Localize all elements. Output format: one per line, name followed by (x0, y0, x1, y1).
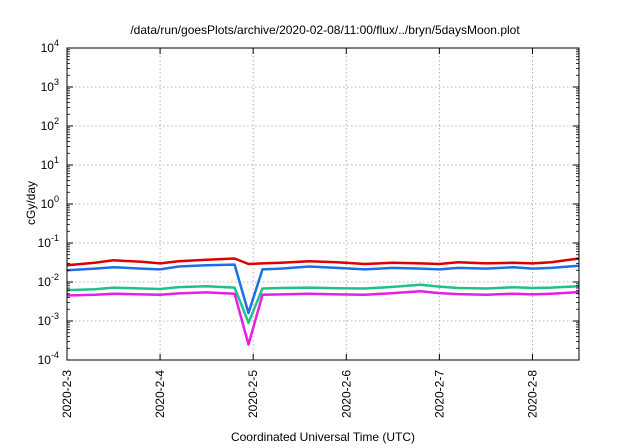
x-tick-label: 2020-2-6 (339, 370, 353, 418)
y-tick-label: 10-4 (38, 350, 59, 367)
y-tick-base: 10 (41, 80, 55, 94)
y-tick-label: 10-1 (38, 233, 59, 250)
y-tick-exponent: 3 (54, 77, 59, 87)
x-tick-label: 2020-2-5 (246, 370, 260, 418)
y-tick-label: 10-3 (38, 311, 59, 328)
series-line-1 (66, 257, 580, 267)
x-tick-label: 2020-2-8 (525, 370, 539, 418)
y-tick-exponent: -1 (51, 233, 59, 243)
y-axis-label: cGy/day (24, 181, 38, 225)
y-tick-exponent: -4 (51, 350, 59, 360)
y-tick-exponent: 4 (54, 38, 59, 48)
series-group (66, 257, 580, 346)
x-tick-label: 2020-2-7 (432, 370, 446, 418)
y-tick-base: 10 (41, 119, 55, 133)
y-tick-base: 10 (41, 158, 55, 172)
y-tick-exponent: -3 (51, 311, 59, 321)
chart-title: /data/run/goesPlots/archive/2020-02-08/1… (130, 23, 520, 37)
series-line-4 (66, 289, 580, 346)
x-axis-label: Coordinated Universal Time (UTC) (231, 430, 415, 444)
y-tick-label: 102 (41, 116, 59, 133)
y-tick-base: 10 (38, 236, 52, 250)
y-tick-base: 10 (41, 197, 55, 211)
series-line-2 (66, 263, 580, 315)
y-tick-base: 10 (38, 314, 52, 328)
series-line-3 (66, 283, 580, 325)
x-tick-label: 2020-2-4 (153, 370, 167, 418)
x-tick-label: 2020-2-3 (60, 370, 74, 418)
y-tick-base: 10 (38, 275, 52, 289)
y-tick-exponent: 2 (54, 116, 59, 126)
y-tick-exponent: 1 (54, 155, 59, 165)
y-tick-label: 100 (41, 194, 59, 211)
y-tick-base: 10 (41, 41, 55, 55)
y-tick-label: 104 (41, 38, 59, 55)
y-tick-exponent: 0 (54, 194, 59, 204)
y-tick-label: 10-2 (38, 272, 59, 289)
y-tick-exponent: -2 (51, 272, 59, 282)
y-tick-label: 101 (41, 155, 59, 172)
grid-lines (67, 48, 579, 360)
y-tick-base: 10 (38, 353, 52, 367)
y-tick-label: 103 (41, 77, 59, 94)
